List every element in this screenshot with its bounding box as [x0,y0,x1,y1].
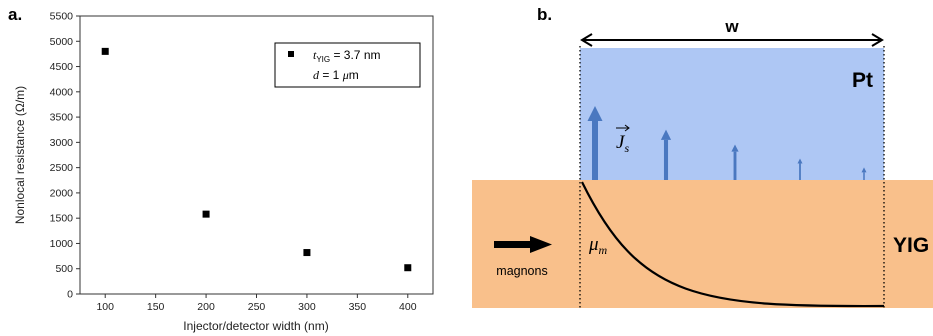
svg-text:Js: Js [616,132,629,155]
pt-layer [580,48,884,180]
magnons-label: magnons [496,264,547,278]
y-axis-label: Nonlocal resistance (Ω/m) [13,86,27,224]
width-arrow [580,33,884,47]
legend-entry-distance: d = 1 μm [313,68,359,82]
magnon-potential-label: μm [588,234,608,257]
legend-entry-thickness: tYIG = 3.7 nm [313,48,381,64]
data-point [303,249,311,257]
schematic: w Pt YIG Js μm magnons [472,17,933,308]
y-tick-label: 5500 [50,11,74,23]
legend: tYIG = 3.7 nm d = 1 μm [274,42,421,88]
y-tick-label: 5000 [50,36,74,48]
y-tick-label: 500 [55,263,73,275]
legend-box [274,42,421,88]
x-tick-label: 350 [349,301,367,313]
data-points [101,47,412,272]
x-axis-ticks: 100 150 200 250 300 350 400 [96,294,417,313]
data-point [101,47,109,55]
x-tick-label: 300 [298,301,316,313]
y-tick-label: 3500 [50,112,74,124]
spin-current-arrow [797,158,803,180]
spin-current-label: Js [616,124,630,155]
y-tick-label: 3000 [50,137,74,149]
data-point [404,264,412,272]
y-tick-label: 4000 [50,86,74,98]
spin-current-arrows [587,106,867,180]
spin-current-arrow [861,167,867,180]
x-tick-label: 400 [399,301,417,313]
spin-current-arrow [660,129,672,180]
legend-marker [288,51,294,57]
y-tick-label: 1000 [50,238,74,250]
data-point [202,210,210,218]
panel-b-label: b. [537,5,552,24]
y-tick-label: 1500 [50,213,74,225]
y-tick-label: 2500 [50,162,74,174]
x-tick-label: 200 [197,301,215,313]
spin-current-arrow [731,144,739,180]
magnon-flow-arrow [494,236,552,253]
panel-a-label: a. [8,5,22,24]
x-tick-label: 100 [96,301,114,313]
y-tick-label: 4500 [50,61,74,73]
x-tick-label: 250 [248,301,266,313]
spin-current-arrow [587,106,603,180]
scatter-chart: 100 150 200 250 300 350 400 0 500 1000 1500 2000 25… [13,11,434,333]
magnon-decay-curve [581,181,885,308]
yig-label: YIG [893,234,929,257]
y-tick-label: 0 [67,289,73,301]
width-label: w [724,17,739,36]
y-tick-label: 2000 [50,187,74,199]
x-tick-label: 150 [147,301,165,313]
y-axis-ticks: 0 500 1000 1500 2000 2500 3000 3500 4000 4500 5000… [50,11,80,301]
x-axis-label: Injector/detector width (nm) [183,319,328,333]
pt-label: Pt [852,69,873,92]
